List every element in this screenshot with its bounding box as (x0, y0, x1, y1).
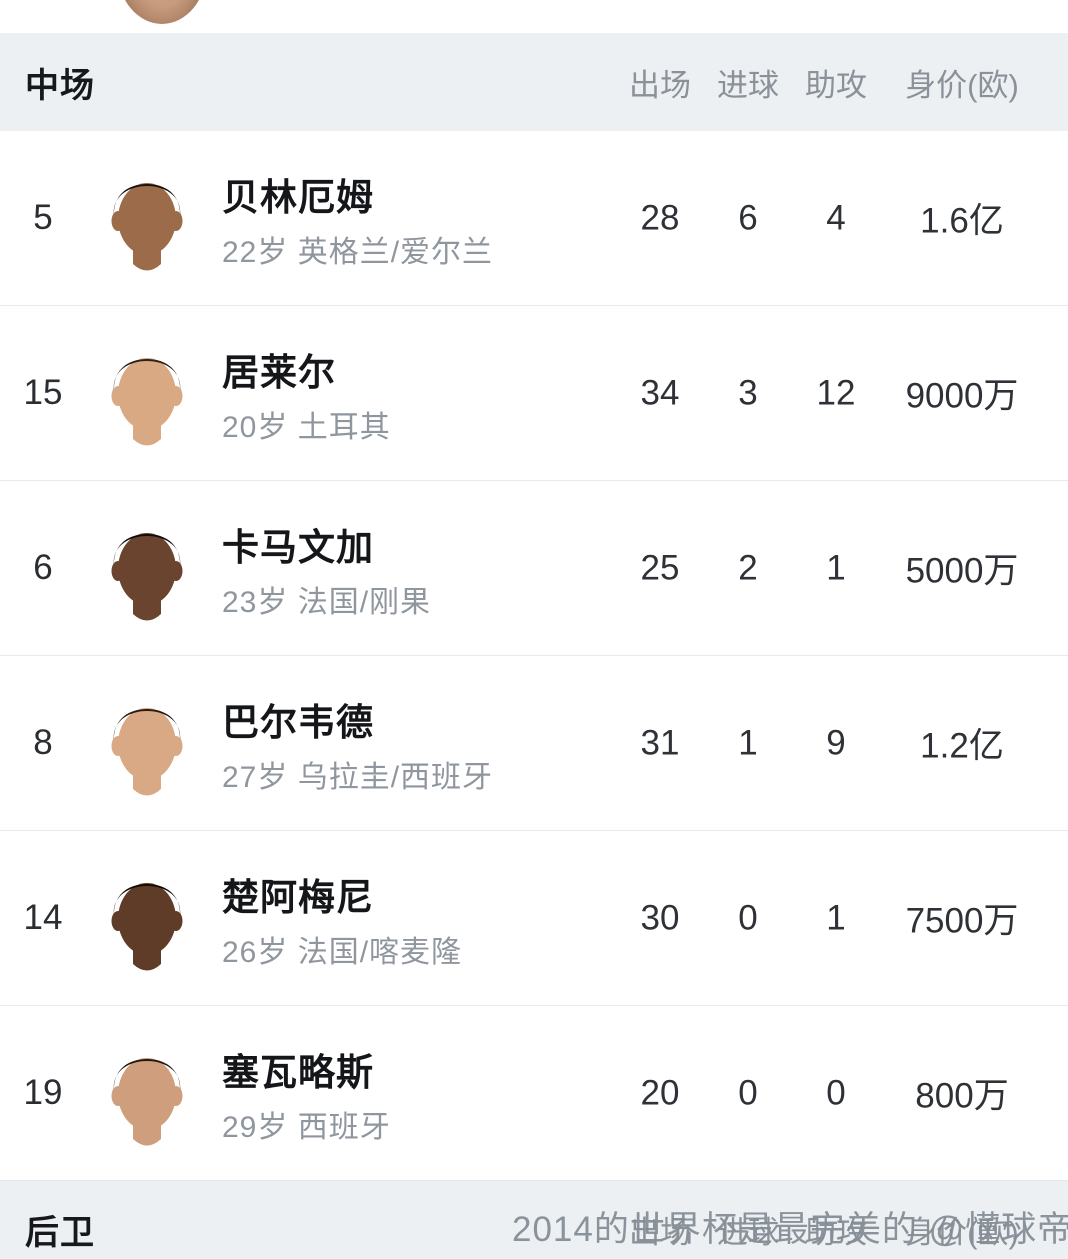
column-headers: 出场 进球 助攻 身价(欧) (616, 1207, 1044, 1252)
stat-value: 7500万 (905, 901, 1019, 941)
column-assists: 助攻 (805, 1215, 867, 1250)
stat-assists: 12 (816, 373, 856, 412)
column-value: 身价(欧) (905, 67, 1019, 103)
stat-assists: 4 (826, 198, 846, 237)
player-stats: 20 0 0 800万 (616, 1068, 1044, 1119)
player-name: 居莱尔 (222, 352, 336, 393)
previous-row-remnant (0, 0, 1068, 33)
player-row[interactable]: 15 居莱尔 20岁 土耳其 34 3 12 9000万 (0, 306, 1068, 481)
stat-value: 1.6亿 (920, 201, 1004, 241)
player-age-nationality: 26岁 法国/喀麦隆 (222, 936, 463, 969)
player-row[interactable]: 8 巴尔韦德 27岁 乌拉圭/西班牙 31 1 9 1.2亿 (0, 656, 1068, 831)
player-age-nationality: 20岁 土耳其 (222, 411, 391, 444)
column-appearances: 出场 (629, 67, 691, 103)
player-stats: 25 2 1 5000万 (616, 543, 1044, 594)
stat-goals: 6 (738, 198, 758, 237)
player-age-nationality: 22岁 英格兰/爱尔兰 (222, 236, 494, 269)
stat-goals: 1 (738, 723, 758, 762)
shirt-number: 8 (33, 723, 53, 762)
shirt-number: 5 (33, 198, 53, 237)
player-name: 卡马文加 (222, 527, 374, 568)
player-avatar (99, 683, 195, 805)
stat-appearances: 34 (640, 373, 680, 412)
shirt-number: 14 (23, 898, 63, 937)
stat-assists: 0 (826, 1073, 846, 1112)
player-stats: 31 1 9 1.2亿 (616, 718, 1044, 769)
section-header-midfield: 中场 出场 进球 助攻 身价(欧) (0, 33, 1068, 131)
player-age-nationality: 27岁 乌拉圭/西班牙 (222, 761, 494, 794)
player-avatar (99, 1033, 195, 1155)
column-assists: 助攻 (805, 67, 867, 103)
stat-assists: 1 (826, 548, 846, 587)
player-row[interactable]: 19 塞瓦略斯 29岁 西班牙 20 0 0 800万 (0, 1006, 1068, 1181)
section-title: 中场 (25, 66, 95, 105)
player-age-nationality: 23岁 法国/刚果 (222, 586, 432, 619)
stat-value: 5000万 (905, 551, 1019, 591)
player-name: 塞瓦略斯 (222, 1052, 374, 1093)
stat-value: 9000万 (905, 376, 1019, 416)
stat-appearances: 28 (640, 198, 680, 237)
stat-appearances: 30 (640, 898, 680, 937)
stat-appearances: 25 (640, 548, 680, 587)
stat-assists: 1 (826, 898, 846, 937)
column-appearances: 出场 (629, 1215, 691, 1250)
player-avatar (99, 508, 195, 630)
stat-appearances: 20 (640, 1073, 680, 1112)
player-age-nationality: 29岁 西班牙 (222, 1111, 391, 1144)
player-avatar (99, 858, 195, 980)
stat-assists: 9 (826, 723, 846, 762)
player-name: 巴尔韦德 (222, 702, 374, 743)
section-header-defenders: 后卫 出场 进球 助攻 身价(欧) 2014的世界杯是最完美的 @懂球帝 (0, 1181, 1068, 1259)
player-stats: 28 6 4 1.6亿 (616, 193, 1044, 244)
column-goals: 进球 (717, 67, 779, 103)
player-row[interactable]: 14 楚阿梅尼 26岁 法国/喀麦隆 30 0 1 7500万 (0, 831, 1068, 1006)
player-stats: 30 0 1 7500万 (616, 893, 1044, 944)
stat-goals: 3 (738, 373, 758, 412)
player-name: 楚阿梅尼 (222, 877, 374, 918)
column-value: 身价(欧) (905, 1215, 1019, 1250)
comment-watermark-overlay: 2014的世界杯是最完美的 @懂球帝 (512, 1210, 1068, 1249)
stat-goals: 2 (738, 548, 758, 587)
player-name: 贝林厄姆 (222, 177, 374, 218)
player-row[interactable]: 5 贝林厄姆 22岁 英格兰/爱尔兰 28 6 4 1.6亿 (0, 131, 1068, 306)
stat-goals: 0 (738, 898, 758, 937)
column-headers: 出场 进球 助攻 身价(欧) (616, 60, 1044, 105)
shirt-number: 6 (33, 548, 53, 587)
section-title: 后卫 (25, 1214, 95, 1252)
stat-appearances: 31 (640, 723, 680, 762)
shirt-number: 15 (23, 373, 63, 412)
player-stats: 34 3 12 9000万 (616, 368, 1044, 419)
partial-player-avatar (117, 0, 207, 24)
player-row[interactable]: 6 卡马文加 23岁 法国/刚果 25 2 1 5000万 (0, 481, 1068, 656)
stat-value: 800万 (915, 1076, 1009, 1116)
player-avatar (99, 158, 195, 280)
column-goals: 进球 (717, 1215, 779, 1250)
stat-goals: 0 (738, 1073, 758, 1112)
shirt-number: 19 (23, 1073, 63, 1112)
player-avatar (99, 333, 195, 455)
stat-value: 1.2亿 (920, 726, 1004, 766)
